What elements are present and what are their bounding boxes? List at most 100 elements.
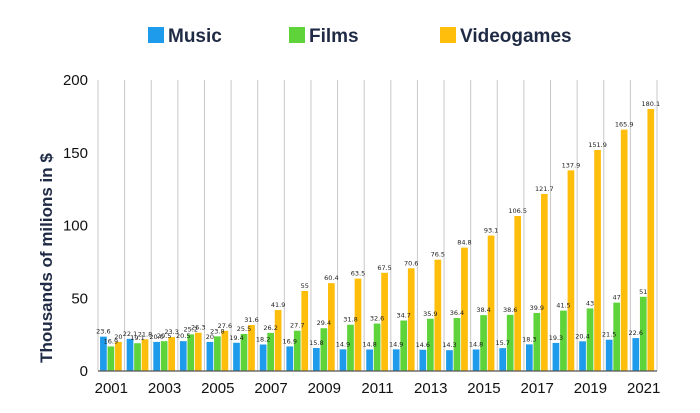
legend-swatch-videogames: [440, 27, 456, 43]
data-label-videogames-2019: 151.9: [588, 141, 607, 149]
bar-films-2021: [639, 296, 647, 371]
y-tick-label: 200: [63, 72, 88, 89]
bar-music-2013: [419, 349, 427, 371]
data-label-films-2008: 27.7: [290, 322, 304, 330]
data-label-videogames-2014: 84.8: [457, 239, 471, 247]
data-label-films-2017: 39.9: [530, 304, 544, 312]
bar-videogames-2013: [434, 259, 442, 371]
data-label-films-2015: 38.4: [476, 306, 490, 314]
bar-videogames-2019: [594, 149, 601, 371]
bar-videogames-2008: [301, 290, 309, 371]
data-label-music-2002: 22.1: [123, 330, 137, 338]
bar-videogames-2011: [381, 272, 388, 371]
data-label-videogames-2015: 93.1: [484, 227, 498, 235]
bar-music-2015: [472, 349, 480, 371]
data-label-videogames-2007: 41.9: [271, 301, 285, 309]
bar-videogames-2017: [540, 193, 548, 371]
x-tick-label: 2013: [414, 380, 447, 397]
bar-videogames-2009: [328, 283, 335, 371]
bar-music-2016: [499, 348, 507, 371]
data-label-videogames-2006: 31.6: [244, 316, 258, 324]
data-label-films-2016: 38.6: [503, 306, 517, 314]
x-tick-label: 2001: [95, 380, 128, 397]
data-label-music-2017: 18.3: [522, 335, 536, 343]
data-label-music-2010: 14.9: [336, 340, 350, 348]
bar-music-2020: [605, 339, 613, 371]
bar-films-2005: [214, 336, 221, 371]
bar-music-2009: [313, 348, 320, 371]
y-axis: 0 50 100 150 200: [63, 72, 88, 380]
bar-videogames-2016: [514, 216, 522, 371]
data-label-films-2002: 19.1: [130, 334, 144, 342]
data-labels: 23.616.920 22.119.121.820.020.523.320.525…: [96, 100, 660, 349]
data-label-films-2013: 35.9: [423, 310, 437, 318]
bar-music-2019: [579, 341, 586, 371]
bar-music-2002: [126, 338, 134, 371]
legend-swatch-music: [148, 27, 164, 43]
bar-music-2012: [392, 349, 400, 371]
bar-music-2008: [286, 346, 294, 371]
bar-music-2017: [525, 344, 533, 371]
bar-videogames-2003: [168, 337, 175, 371]
data-label-music-2020: 21.5: [602, 331, 616, 339]
x-tick-label: 2005: [201, 380, 234, 397]
data-label-videogames-2020: 165.9: [615, 121, 634, 129]
bar-music-2004: [179, 341, 187, 371]
data-label-music-2003: 20.0: [149, 333, 163, 341]
bar-music-2007: [259, 344, 267, 371]
bar-music-2003: [153, 341, 160, 371]
bar-films-2018: [560, 310, 567, 371]
data-label-films-2012: 34.7: [396, 312, 410, 320]
data-label-music-2015: 14.8: [469, 340, 483, 348]
data-label-films-2011: 32.6: [370, 315, 384, 323]
bar-films-2012: [400, 320, 408, 371]
legend-label-music: Music: [168, 26, 222, 47]
grid-lines: [97, 80, 658, 371]
bar-videogames-2006: [248, 325, 255, 371]
data-label-music-2001: 23.6: [96, 328, 110, 336]
data-label-music-2008: 16.9: [283, 337, 297, 345]
data-label-videogames-2008: 55: [301, 282, 309, 290]
bar-videogames-2005: [221, 330, 229, 371]
data-label-music-2013: 14.6: [416, 341, 430, 349]
bar-films-2008: [293, 330, 301, 371]
x-tick-label: 2011: [361, 380, 393, 397]
bar-videogames-2020: [620, 129, 628, 371]
bar-videogames-2021: [647, 108, 655, 371]
data-label-music-2012: 14.9: [389, 340, 403, 348]
data-label-videogames-2010: 63.5: [351, 270, 365, 278]
bar-music-2011: [366, 349, 373, 371]
data-label-videogames-2012: 70.6: [404, 259, 418, 267]
x-tick-label: 2019: [574, 380, 607, 397]
data-label-films-2018: 41.5: [556, 302, 570, 310]
x-tick-label: 2017: [521, 380, 554, 397]
data-label-music-2021: 22.6: [629, 329, 643, 337]
x-tick-label: 2015: [467, 380, 500, 397]
data-label-videogames-2017: 121.7: [535, 185, 554, 193]
data-label-films-2021: 51: [639, 288, 647, 296]
data-label-videogames-2016: 106.5: [508, 207, 527, 215]
bar-films-2004: [187, 334, 195, 371]
bar-videogames-2002: [141, 339, 149, 371]
bar-videogames-2015: [487, 235, 495, 371]
data-label-videogames-2011: 67.5: [377, 264, 391, 272]
bar-music-2001: [100, 336, 107, 371]
data-label-music-2005: 20: [206, 333, 214, 341]
data-label-films-2009: 29.4: [317, 319, 331, 327]
data-label-films-2007: 26.2: [263, 324, 277, 332]
legend: Music Films Videogames: [148, 26, 572, 47]
data-label-music-2014: 14.3: [442, 341, 456, 349]
bars: [100, 108, 655, 371]
legend-label-videogames: Videogames: [460, 26, 572, 47]
bar-films-2001: [107, 346, 115, 371]
data-label-music-2009: 15.8: [309, 339, 323, 347]
bar-films-2011: [373, 323, 381, 371]
bar-films-2013: [426, 318, 434, 371]
bar-videogames-2004: [194, 332, 202, 371]
bar-films-2016: [506, 314, 514, 371]
bar-music-2010: [339, 349, 347, 371]
bar-videogames-2001: [115, 341, 122, 371]
y-axis-label: Thousands of milions in $: [37, 153, 56, 363]
data-label-films-2019: 43: [586, 299, 594, 307]
